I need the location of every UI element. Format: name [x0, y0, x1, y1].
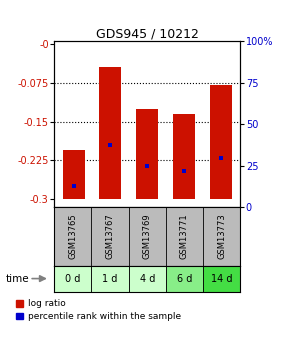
Text: time: time	[6, 274, 30, 284]
Text: GSM13771: GSM13771	[180, 214, 189, 259]
Text: 14 d: 14 d	[211, 274, 232, 284]
Bar	[99, 67, 122, 199]
Text: 0 d: 0 d	[65, 274, 81, 284]
Bar	[166, 266, 203, 292]
Bar	[210, 85, 232, 199]
Legend: log ratio, percentile rank within the sample: log ratio, percentile rank within the sa…	[16, 299, 181, 321]
Text: GSM13773: GSM13773	[217, 214, 226, 259]
Text: 1 d: 1 d	[102, 274, 118, 284]
Bar	[136, 109, 158, 199]
Text: GSM13769: GSM13769	[143, 214, 152, 259]
Bar	[91, 266, 129, 292]
Title: GDS945 / 10212: GDS945 / 10212	[96, 27, 199, 40]
Bar	[129, 266, 166, 292]
Bar	[203, 266, 240, 292]
Bar	[63, 150, 85, 199]
Text: GSM13765: GSM13765	[68, 214, 77, 259]
Bar	[54, 266, 91, 292]
Text: 6 d: 6 d	[177, 274, 192, 284]
Text: 4 d: 4 d	[139, 274, 155, 284]
Text: GSM13767: GSM13767	[105, 214, 115, 259]
Bar	[173, 114, 195, 199]
